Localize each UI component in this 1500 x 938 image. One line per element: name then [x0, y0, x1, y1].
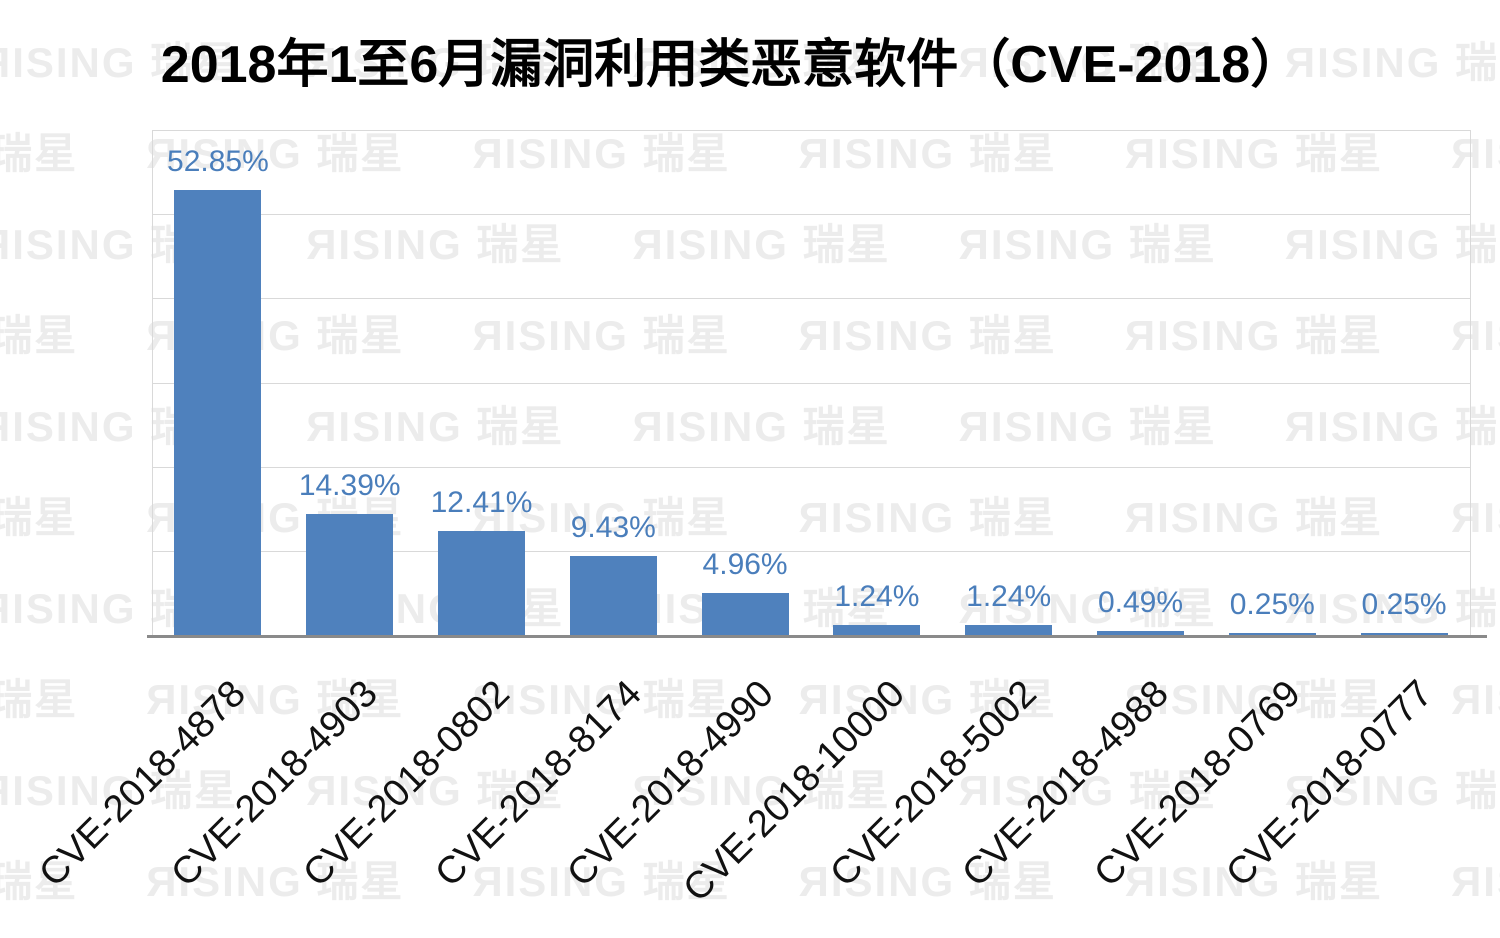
watermark-text: ЯISING 瑞星 [0, 130, 79, 177]
watermark-text: ЯISING 瑞星 [798, 494, 1057, 541]
bar [1228, 632, 1316, 635]
bar [965, 624, 1053, 635]
watermark-text: ЯISING 瑞星 [798, 858, 1057, 905]
watermark-text: ЯISING 瑞星 [632, 767, 891, 814]
watermark-text: ЯISING 瑞星 [1284, 39, 1500, 86]
watermark-text: ЯISING 瑞星 [632, 39, 891, 86]
bar-value-label: 52.85% [167, 145, 269, 179]
bar [701, 593, 789, 635]
watermark-text: ЯISING 瑞星 [472, 130, 731, 177]
bar-value-label: 0.25% [1229, 587, 1315, 621]
bar [1097, 630, 1184, 635]
plot-border-right [1470, 130, 1471, 635]
watermark-text: ЯISING 瑞星 [1124, 312, 1384, 359]
watermark-text: ЯISING 瑞星 [1451, 858, 1500, 905]
bar-value-label: 0.25% [1361, 587, 1447, 621]
watermark-text: ЯISING 瑞星 [632, 221, 891, 268]
watermark-text: ЯISING 瑞星 [1124, 494, 1384, 541]
bar [833, 624, 921, 635]
bar-value-label: 0.49% [1097, 585, 1184, 619]
chart-title: 2018年1至6月漏洞利用类恶意软件（CVE-2018） [160, 36, 1303, 94]
watermark-text: ЯISING 瑞星 [958, 39, 1217, 86]
watermark-text: ЯISING 瑞星 [0, 676, 79, 723]
watermark-text: ЯISING 瑞星 [1124, 130, 1384, 177]
watermark-text: ЯISING 瑞星 [798, 130, 1057, 177]
watermark-text: ЯISING 瑞星 [306, 403, 565, 450]
bar [438, 530, 525, 635]
plot-border-left [152, 130, 153, 635]
watermark-text: ЯISING 瑞星 [798, 312, 1057, 359]
watermark-text: ЯISING 瑞星 [958, 221, 1217, 268]
gridline [152, 382, 1470, 384]
bar [569, 555, 657, 635]
watermark-text: ЯISING 瑞星 [0, 312, 79, 359]
watermark-text: ЯISING 瑞星 [0, 494, 79, 541]
watermark-text: ЯISING 瑞星 [1124, 676, 1384, 723]
watermark-row: ЯISING 瑞星 ЯISING 瑞星 ЯISING 瑞星 ЯISING 瑞星 ЯISI… [0, 861, 1500, 903]
bar [306, 513, 394, 635]
watermark-text: ЯISING 瑞星 [1451, 494, 1500, 541]
watermark-text: ЯISING 瑞星 [472, 312, 731, 359]
watermark-text: ЯISING 瑞星 [958, 585, 1217, 632]
watermark-row: ЯISING 瑞星 ЯISING 瑞星 ЯISING 瑞星 ЯISING 瑞星 ЯISI… [0, 770, 1500, 812]
watermark-text: ЯISING 瑞星 [798, 676, 1057, 723]
gridline [152, 130, 1470, 131]
watermark-text: ЯISING 瑞星 [146, 676, 405, 723]
bar [1360, 632, 1448, 635]
watermark-text: ЯISING 瑞星 [472, 676, 731, 723]
watermark-row: ЯISING 瑞星 ЯISING 瑞星 ЯISING 瑞星 ЯISING 瑞星 ЯISI… [0, 679, 1500, 721]
watermark-text: ЯISING 瑞星 [1451, 312, 1500, 359]
watermark-text: ЯISING 瑞星 [0, 858, 79, 905]
watermark-text: ЯISING 瑞星 [472, 858, 731, 905]
watermark-text: ЯISING 瑞星 [958, 767, 1217, 814]
bar-value-label: 9.43% [570, 510, 656, 544]
watermark-row: ЯISING 瑞星 ЯISING 瑞星 ЯISING 瑞星 ЯISING 瑞星 ЯISI… [0, 315, 1500, 357]
gridline [152, 298, 1470, 300]
watermark-text: ЯISING 瑞星 [1284, 585, 1500, 632]
gridline [152, 550, 1470, 552]
watermark-text: ЯISING 瑞星 [0, 39, 239, 86]
watermark-text: ЯISING 瑞星 [1451, 130, 1500, 177]
bar-value-label: 1.24% [966, 579, 1052, 613]
watermark-text: ЯISING 瑞星 [1451, 676, 1500, 723]
watermark-row: ЯISING 瑞星 ЯISING 瑞星 ЯISING 瑞星 ЯISING 瑞星 ЯISI… [0, 133, 1500, 175]
x-axis-line [147, 635, 1487, 638]
bar-value-label: 12.41% [430, 485, 533, 519]
watermark-text: ЯISING 瑞星 [958, 403, 1217, 450]
bar-value-label: 1.24% [834, 579, 920, 613]
watermark-text: ЯISING 瑞星 [306, 39, 565, 86]
watermark-text: ЯISING 瑞星 [0, 767, 239, 814]
watermark-text: ЯISING 瑞星 [632, 403, 891, 450]
bar [174, 190, 262, 635]
category-label: CVE-2018-10000 [675, 672, 914, 910]
bar-value-label: 14.39% [298, 468, 401, 502]
watermark-text: ЯISING 瑞星 [146, 130, 405, 177]
watermark-text: ЯISING 瑞星 [306, 767, 565, 814]
watermark-text: ЯISING 瑞星 [1284, 221, 1500, 268]
watermark-text: ЯISING 瑞星 [1124, 858, 1384, 905]
watermark-text: ЯISING 瑞星 [1284, 403, 1500, 450]
bar-value-label: 4.96% [702, 548, 788, 582]
watermark-row: ЯISING 瑞星 ЯISING 瑞星 ЯISING 瑞星 ЯISING 瑞星 ЯISI… [0, 42, 1500, 84]
watermark-text: ЯISING 瑞星 [306, 221, 565, 268]
watermark-text: ЯISING 瑞星 [146, 858, 405, 905]
watermark-text: ЯISING 瑞星 [1284, 767, 1500, 814]
gridline [152, 214, 1470, 216]
gridline [152, 466, 1470, 468]
